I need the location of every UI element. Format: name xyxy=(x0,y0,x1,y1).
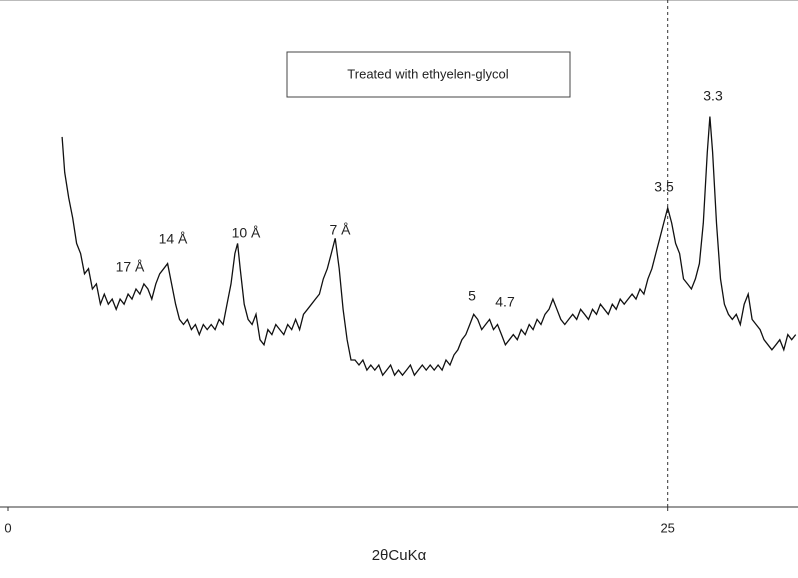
peak-label: 5 xyxy=(468,288,476,304)
peak-label: 4.7 xyxy=(495,294,515,310)
peak-label: 10 Å xyxy=(232,225,261,241)
x-tick-label: 25 xyxy=(660,520,674,535)
line-series xyxy=(61,116,797,377)
x-tick-label: 0 xyxy=(4,520,11,535)
peak-label: 3.5 xyxy=(654,179,674,195)
peak-label: 3.3 xyxy=(703,88,723,104)
title-box xyxy=(286,51,571,98)
peak-label: 14 Å xyxy=(159,231,188,247)
x-axis-label: 2θCuKα xyxy=(372,547,427,564)
peak-label: 7 Å xyxy=(329,222,351,238)
peak-label: 17 Å xyxy=(116,259,145,275)
chart-title: Treated with ethyelen-glycol xyxy=(347,66,508,81)
